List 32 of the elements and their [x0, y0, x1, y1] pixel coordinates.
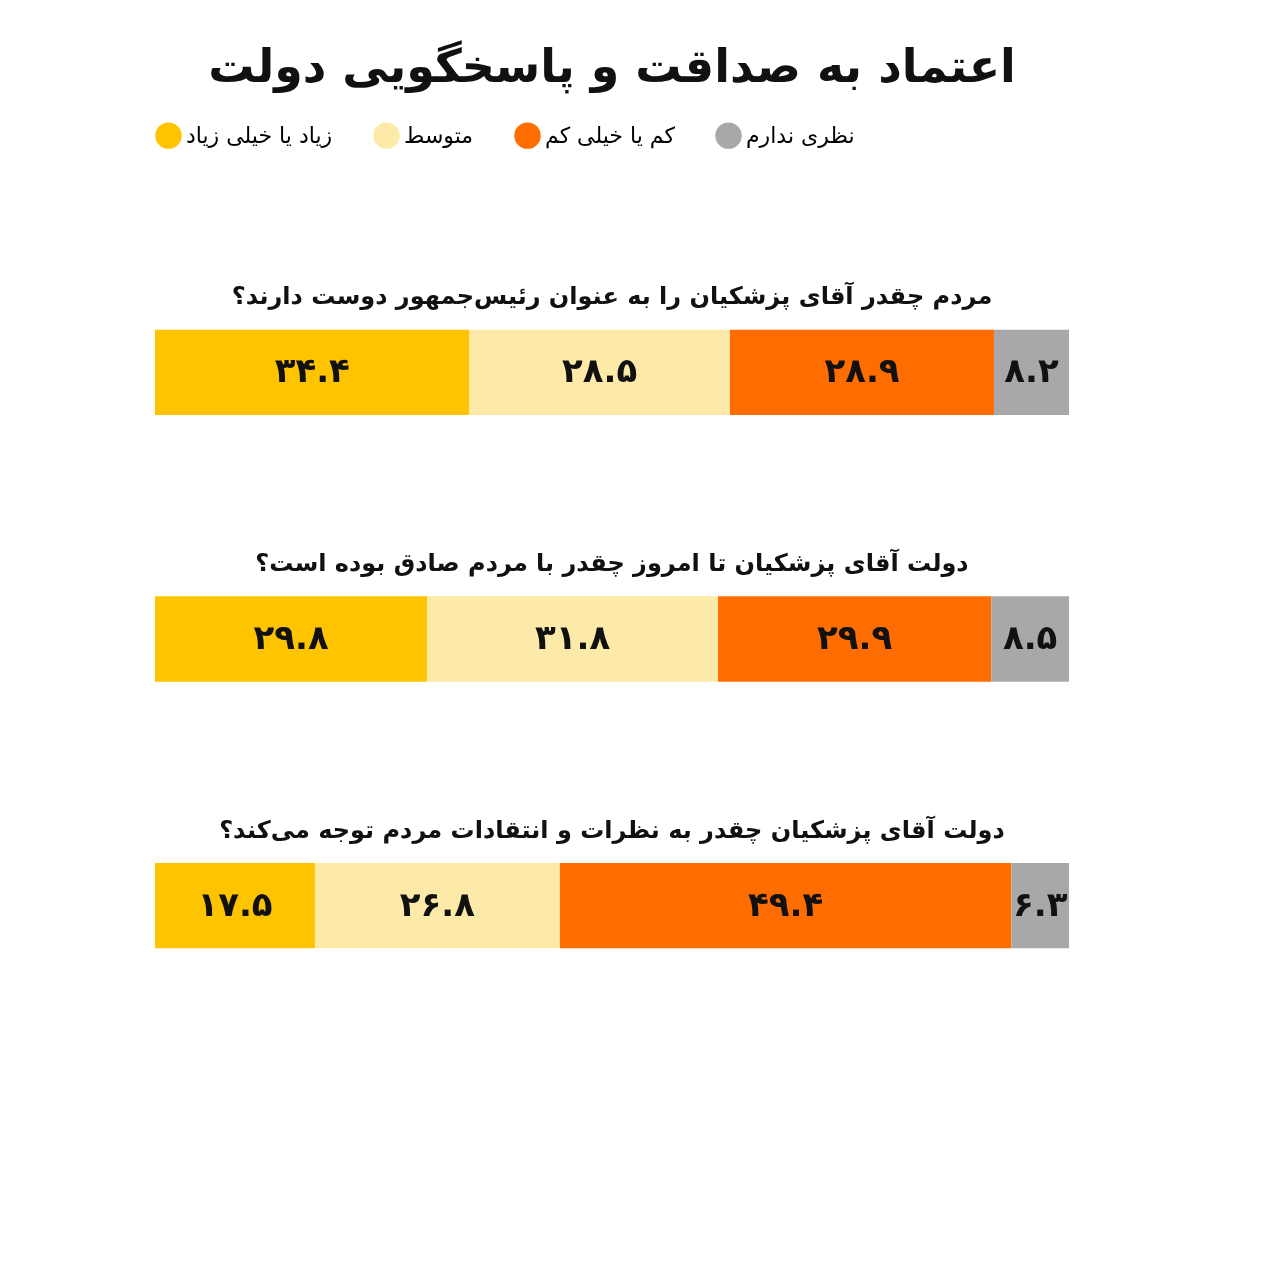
data-label: ۸.۵ [1002, 617, 1058, 657]
bar [994, 329, 1069, 415]
bar [1011, 863, 1069, 949]
data-label: ۶.۳ [1013, 883, 1068, 924]
data-label: ۴۹.۴ [748, 883, 824, 924]
legend-label: کم یا خیلی کم [545, 122, 676, 149]
data-label: ۲۸.۵ [562, 350, 638, 391]
legend-label: متوسط [404, 122, 474, 148]
legend-label: نظری ندارم [746, 122, 855, 148]
data-label: ۳۴.۴ [274, 350, 350, 391]
y-tick-label: مردم چقدر آقای پزشکیان را به عنوان رئیس‌جمهور دوست دارند؟ [231, 281, 993, 311]
data-label: ۸.۲ [1004, 350, 1059, 391]
bar [991, 596, 1069, 682]
bar [155, 863, 315, 949]
legend-label: زیاد یا خیلی زیاد [186, 122, 333, 148]
bar [718, 596, 992, 682]
bar [155, 596, 428, 682]
bar [469, 329, 730, 415]
bar [559, 863, 1012, 949]
data-label: ۲۶.۸ [399, 883, 476, 924]
y-tick-label: دولت آقای پزشکیان تا امروز چقدر با مردم صادق بوده است؟ [255, 548, 969, 577]
data-label: ۲۸.۹ [824, 350, 900, 391]
data-label: ۲۹.۹ [817, 617, 893, 657]
bar [729, 329, 995, 415]
chart-title: اعتماد به صداقت و پاسخگویی دولت [208, 39, 1016, 94]
data-label: ۳۱.۸ [535, 617, 611, 657]
y-tick-label: دولت آقای پزشکیان چقدر به نظرات و انتقادات مردم توجه می‌کند؟ [219, 814, 1005, 844]
bar [155, 329, 470, 415]
bar [314, 863, 560, 949]
bar [427, 596, 719, 682]
data-label: ۱۷.۵ [197, 883, 273, 924]
data-label: ۲۹.۸ [253, 617, 330, 657]
